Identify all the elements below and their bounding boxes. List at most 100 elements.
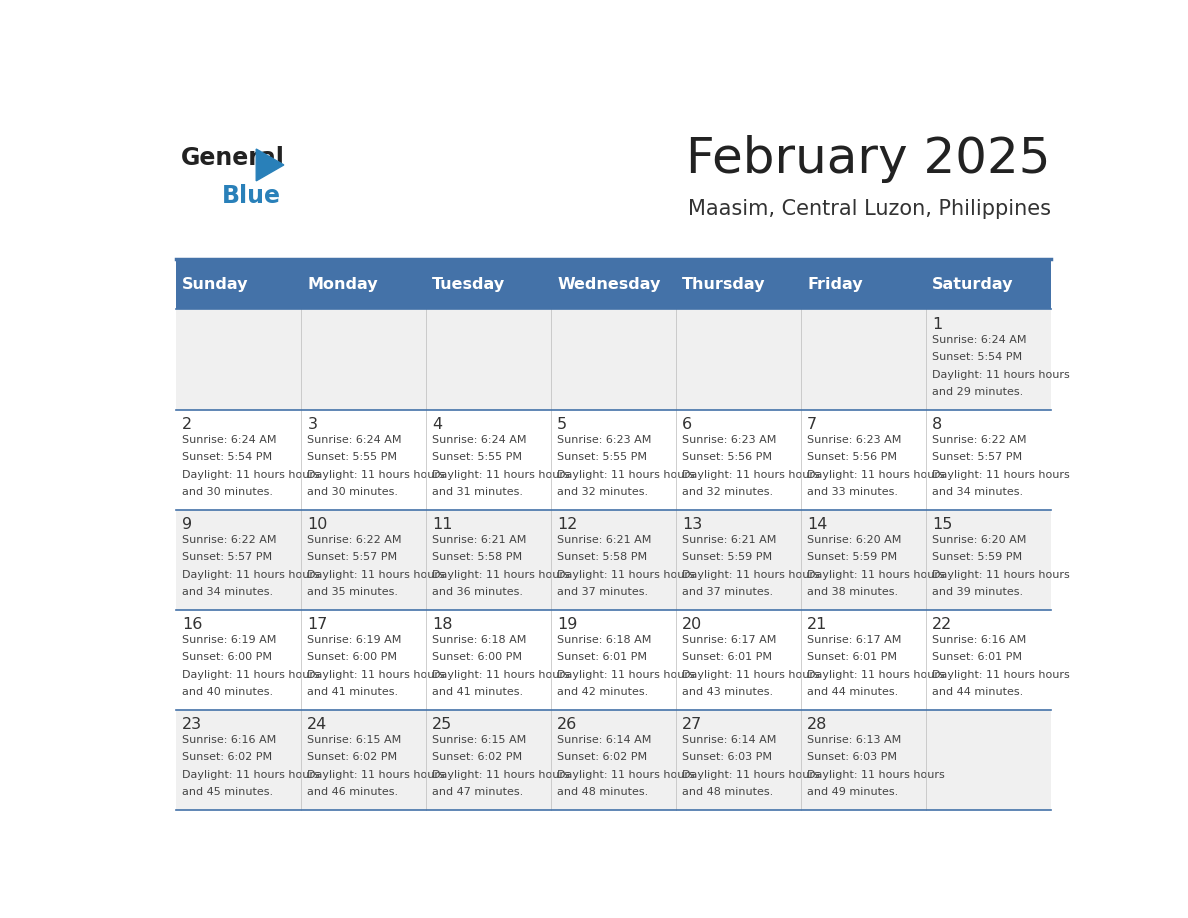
Text: and 29 minutes.: and 29 minutes. [933,387,1023,397]
Text: 8: 8 [933,417,942,431]
Text: and 40 minutes.: and 40 minutes. [183,688,273,698]
Text: 23: 23 [183,717,202,732]
Text: Friday: Friday [807,276,862,292]
Text: Daylight: 11 hours hours: Daylight: 11 hours hours [807,570,944,580]
Text: 13: 13 [682,517,702,532]
Text: Saturday: Saturday [933,276,1013,292]
Text: Sunrise: 6:22 AM: Sunrise: 6:22 AM [933,434,1026,444]
Text: Daylight: 11 hours hours: Daylight: 11 hours hours [308,770,446,780]
Text: Daylight: 11 hours hours: Daylight: 11 hours hours [682,470,820,479]
Bar [801,259,925,309]
Text: 19: 19 [557,617,577,632]
Text: and 35 minutes.: and 35 minutes. [308,588,398,598]
Text: Daylight: 11 hours hours: Daylight: 11 hours hours [682,770,820,780]
Text: Sunrise: 6:19 AM: Sunrise: 6:19 AM [308,634,402,644]
Text: Daylight: 11 hours hours: Daylight: 11 hours hours [682,670,820,680]
Text: 18: 18 [432,617,453,632]
Bar [426,259,551,309]
Bar [301,259,426,309]
Text: Sunrise: 6:18 AM: Sunrise: 6:18 AM [557,634,651,644]
Text: 2: 2 [183,417,192,431]
Text: Sunrise: 6:20 AM: Sunrise: 6:20 AM [807,534,902,544]
Text: Daylight: 11 hours hours: Daylight: 11 hours hours [183,670,320,680]
Text: Sunset: 5:59 PM: Sunset: 5:59 PM [933,553,1022,562]
Text: Sunset: 6:03 PM: Sunset: 6:03 PM [807,753,897,762]
Text: Sunrise: 6:23 AM: Sunrise: 6:23 AM [807,434,902,444]
Text: Sunrise: 6:24 AM: Sunrise: 6:24 AM [183,434,277,444]
Text: Thursday: Thursday [682,276,766,292]
Text: 10: 10 [308,517,328,532]
Text: and 30 minutes.: and 30 minutes. [308,487,398,498]
Text: and 46 minutes.: and 46 minutes. [308,788,398,798]
Text: Sunrise: 6:23 AM: Sunrise: 6:23 AM [557,434,651,444]
Text: Sunset: 5:55 PM: Sunset: 5:55 PM [308,453,397,462]
Text: Sunrise: 6:24 AM: Sunrise: 6:24 AM [933,334,1026,344]
Text: Sunrise: 6:20 AM: Sunrise: 6:20 AM [933,534,1026,544]
Text: and 36 minutes.: and 36 minutes. [432,588,523,598]
Text: Sunrise: 6:17 AM: Sunrise: 6:17 AM [807,634,902,644]
Text: 15: 15 [933,517,953,532]
Bar [551,259,676,309]
Text: Sunrise: 6:23 AM: Sunrise: 6:23 AM [682,434,777,444]
Text: 1: 1 [933,317,942,331]
Text: Daylight: 11 hours hours: Daylight: 11 hours hours [308,670,446,680]
Text: Sunset: 5:57 PM: Sunset: 5:57 PM [308,553,398,562]
Text: and 41 minutes.: and 41 minutes. [308,688,398,698]
Text: Daylight: 11 hours hours: Daylight: 11 hours hours [933,570,1070,580]
Text: 22: 22 [933,617,953,632]
Text: Sunset: 6:03 PM: Sunset: 6:03 PM [682,753,772,762]
Text: and 42 minutes.: and 42 minutes. [557,688,649,698]
Text: General: General [181,145,285,170]
Text: 9: 9 [183,517,192,532]
Text: and 41 minutes.: and 41 minutes. [432,688,524,698]
Text: Tuesday: Tuesday [432,276,505,292]
Text: 14: 14 [807,517,828,532]
Text: Sunrise: 6:14 AM: Sunrise: 6:14 AM [682,735,777,744]
Text: Sunset: 6:01 PM: Sunset: 6:01 PM [807,653,897,662]
Text: Daylight: 11 hours hours: Daylight: 11 hours hours [183,470,320,479]
Text: Sunset: 6:02 PM: Sunset: 6:02 PM [183,753,272,762]
Text: Daylight: 11 hours hours: Daylight: 11 hours hours [308,470,446,479]
Text: 17: 17 [308,617,328,632]
Text: 21: 21 [807,617,828,632]
Text: and 32 minutes.: and 32 minutes. [682,487,773,498]
Text: February 2025: February 2025 [687,135,1051,183]
Text: 7: 7 [807,417,817,431]
Text: Sunrise: 6:22 AM: Sunrise: 6:22 AM [183,534,277,544]
Text: Sunrise: 6:15 AM: Sunrise: 6:15 AM [308,735,402,744]
Text: and 32 minutes.: and 32 minutes. [557,487,649,498]
Text: and 31 minutes.: and 31 minutes. [432,487,523,498]
Text: Sunrise: 6:21 AM: Sunrise: 6:21 AM [432,534,526,544]
Text: Daylight: 11 hours hours: Daylight: 11 hours hours [807,670,944,680]
Text: Wednesday: Wednesday [557,276,661,292]
Text: and 38 minutes.: and 38 minutes. [807,588,898,598]
Text: Daylight: 11 hours hours: Daylight: 11 hours hours [432,770,570,780]
Bar [176,710,1051,810]
Text: Daylight: 11 hours hours: Daylight: 11 hours hours [682,570,820,580]
Text: Daylight: 11 hours hours: Daylight: 11 hours hours [183,770,320,780]
Text: 26: 26 [557,717,577,732]
Text: and 34 minutes.: and 34 minutes. [183,588,273,598]
Text: Sunrise: 6:24 AM: Sunrise: 6:24 AM [432,434,526,444]
Text: and 30 minutes.: and 30 minutes. [183,487,273,498]
Text: Daylight: 11 hours hours: Daylight: 11 hours hours [557,570,695,580]
Text: Daylight: 11 hours hours: Daylight: 11 hours hours [557,770,695,780]
Text: Sunset: 5:57 PM: Sunset: 5:57 PM [933,453,1022,462]
Text: Sunset: 5:55 PM: Sunset: 5:55 PM [557,453,647,462]
Text: Sunrise: 6:18 AM: Sunrise: 6:18 AM [432,634,526,644]
Text: Sunset: 6:02 PM: Sunset: 6:02 PM [308,753,398,762]
Text: 27: 27 [682,717,702,732]
Text: Daylight: 11 hours hours: Daylight: 11 hours hours [933,370,1070,379]
Text: Sunset: 5:54 PM: Sunset: 5:54 PM [933,352,1022,362]
Text: Sunset: 5:58 PM: Sunset: 5:58 PM [432,553,523,562]
Text: Daylight: 11 hours hours: Daylight: 11 hours hours [933,470,1070,479]
Polygon shape [257,149,284,181]
Text: Sunrise: 6:21 AM: Sunrise: 6:21 AM [682,534,777,544]
Text: Sunset: 5:59 PM: Sunset: 5:59 PM [682,553,772,562]
Text: 24: 24 [308,717,328,732]
Text: Daylight: 11 hours hours: Daylight: 11 hours hours [183,570,320,580]
Text: Sunrise: 6:16 AM: Sunrise: 6:16 AM [933,634,1026,644]
Text: 6: 6 [682,417,693,431]
Bar [925,259,1051,309]
Text: Sunrise: 6:17 AM: Sunrise: 6:17 AM [682,634,777,644]
